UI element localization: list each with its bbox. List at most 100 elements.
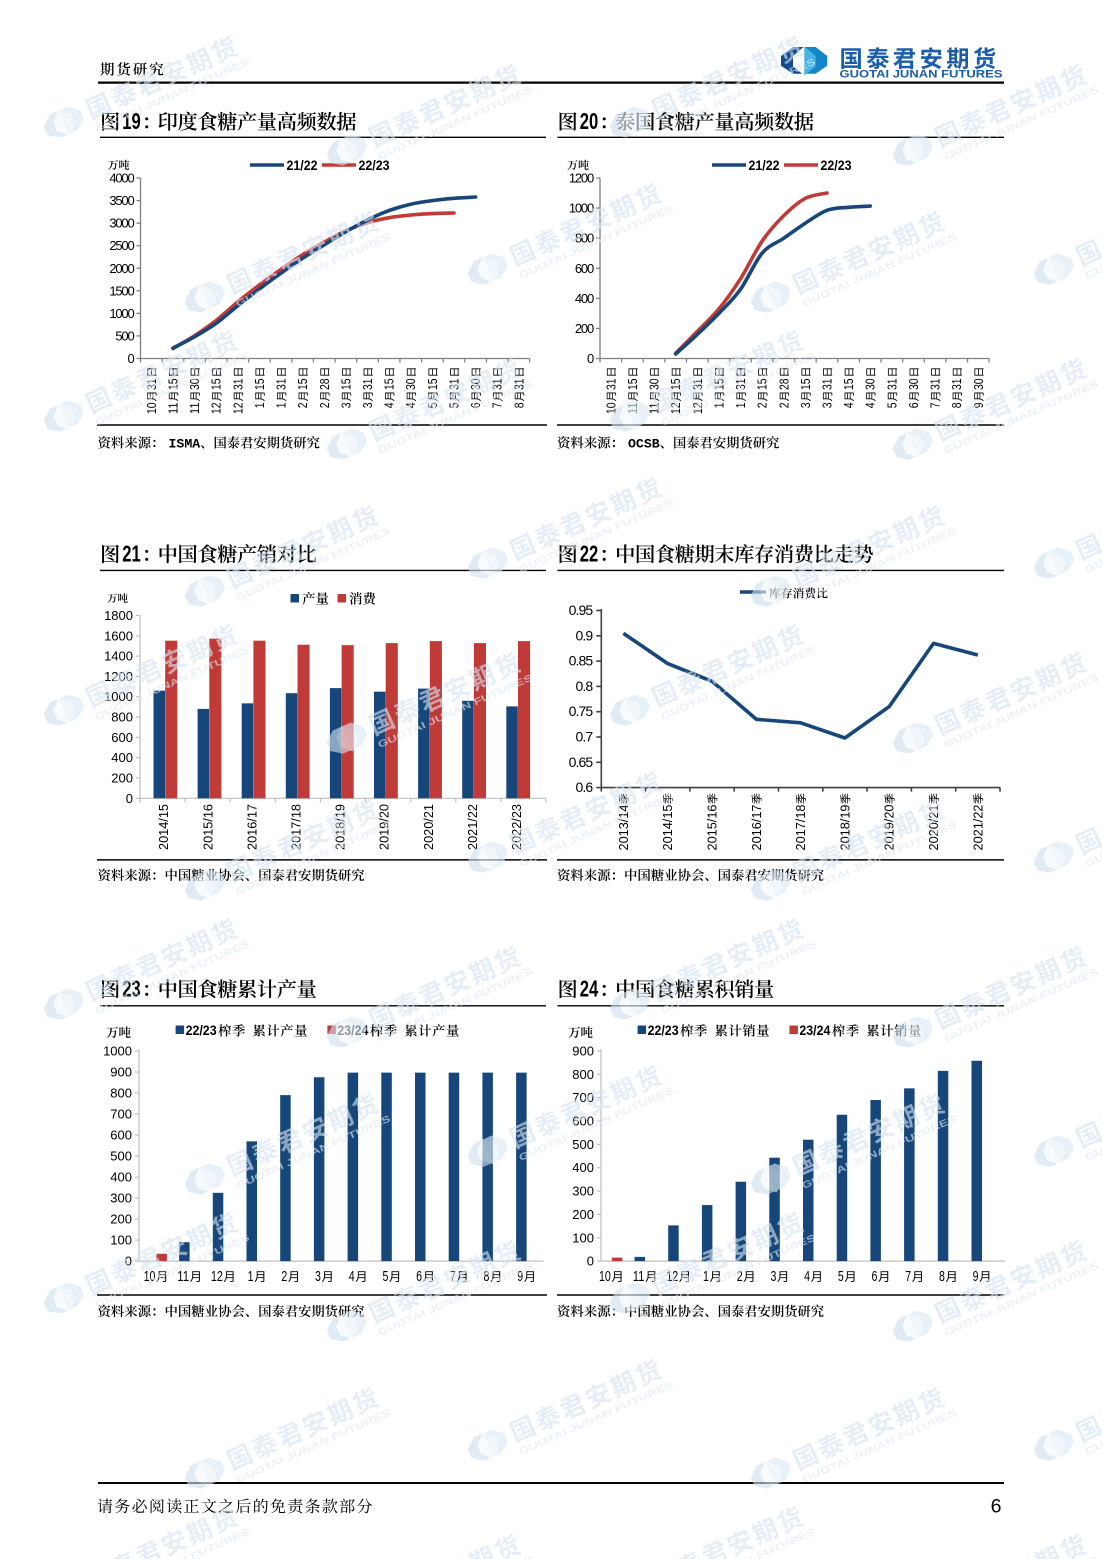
svg-text:2: 2 — [755, 402, 770, 408]
svg-text:4: 4 — [841, 402, 856, 408]
svg-text:1: 1 — [248, 1269, 254, 1285]
svg-text:10: 10 — [599, 1269, 611, 1285]
svg-text:600: 600 — [575, 261, 594, 276]
svg-text:700: 700 — [110, 1107, 132, 1122]
svg-text:4: 4 — [804, 1269, 810, 1285]
svg-text:0.9: 0.9 — [576, 627, 594, 643]
svg-text:31: 31 — [144, 378, 159, 390]
svg-text:300: 300 — [572, 1184, 594, 1199]
svg-text:30: 30 — [971, 378, 986, 390]
svg-text:8: 8 — [939, 1269, 945, 1285]
svg-text:31: 31 — [230, 378, 245, 390]
svg-text:800: 800 — [572, 1067, 594, 1082]
svg-text:3: 3 — [770, 1269, 776, 1285]
svg-text:0.85: 0.85 — [569, 653, 594, 669]
svg-text:1000: 1000 — [103, 1044, 132, 1059]
svg-text:400: 400 — [572, 1160, 594, 1175]
svg-text:5: 5 — [884, 402, 899, 408]
svg-text:8: 8 — [484, 1269, 490, 1285]
svg-text:0: 0 — [587, 1254, 594, 1269]
svg-text:12: 12 — [668, 402, 683, 414]
svg-text:12: 12 — [211, 1269, 223, 1285]
svg-text:10: 10 — [603, 402, 618, 414]
svg-text:22/23: 22/23 — [821, 157, 852, 173]
svg-text:11: 11 — [177, 1269, 189, 1285]
svg-text:0.7: 0.7 — [576, 729, 594, 745]
svg-text:15: 15 — [625, 378, 640, 390]
svg-text:2021/22: 2021/22 — [465, 804, 480, 850]
svg-text:11: 11 — [187, 402, 202, 414]
svg-text:6: 6 — [906, 402, 921, 408]
svg-text:8: 8 — [511, 402, 526, 408]
svg-text:2000: 2000 — [109, 261, 134, 276]
svg-text:3: 3 — [338, 402, 353, 408]
svg-text:31: 31 — [360, 378, 375, 390]
svg-text:6: 6 — [416, 1269, 422, 1285]
svg-text:31: 31 — [820, 378, 835, 390]
svg-text:1: 1 — [711, 402, 726, 408]
svg-text:OCSB: OCSB — [628, 437, 660, 452]
svg-text:15: 15 — [425, 378, 440, 390]
svg-text:2: 2 — [281, 1269, 287, 1285]
svg-text:2016/17: 2016/17 — [244, 804, 259, 850]
svg-text:2019/20: 2019/20 — [882, 805, 897, 851]
svg-text:1000: 1000 — [109, 306, 134, 321]
svg-text:2014/15: 2014/15 — [660, 805, 675, 851]
svg-text:6: 6 — [991, 1496, 1002, 1518]
svg-text:1400: 1400 — [104, 649, 133, 664]
svg-text:11: 11 — [633, 1269, 645, 1285]
svg-text:200: 200 — [575, 321, 594, 336]
svg-text:10: 10 — [144, 402, 159, 414]
svg-text:20: 20 — [580, 108, 599, 134]
svg-text:30: 30 — [468, 378, 483, 390]
svg-text:15: 15 — [338, 378, 353, 390]
svg-text:800: 800 — [110, 1086, 132, 1101]
svg-text:1: 1 — [274, 402, 289, 408]
svg-text:30: 30 — [906, 378, 921, 390]
svg-text:22/23: 22/23 — [648, 1023, 679, 1038]
svg-text:2: 2 — [295, 402, 310, 408]
svg-text:0: 0 — [587, 351, 594, 366]
svg-text:600: 600 — [110, 1128, 132, 1143]
svg-text:1600: 1600 — [104, 628, 133, 643]
svg-text:28: 28 — [317, 378, 332, 390]
svg-text:6: 6 — [872, 1269, 878, 1285]
svg-text:5: 5 — [838, 1269, 844, 1285]
svg-text:3: 3 — [315, 1269, 321, 1285]
svg-text:300: 300 — [110, 1191, 132, 1206]
svg-text:1200: 1200 — [569, 171, 594, 186]
svg-text:2: 2 — [317, 402, 332, 408]
svg-text:12: 12 — [230, 402, 245, 414]
svg-text:21/22: 21/22 — [287, 157, 318, 173]
svg-text:11: 11 — [165, 402, 180, 414]
svg-text:0.65: 0.65 — [569, 754, 594, 770]
svg-text:31: 31 — [949, 378, 964, 390]
svg-text:15: 15 — [841, 378, 856, 390]
svg-text:900: 900 — [110, 1065, 132, 1080]
svg-text:200: 200 — [572, 1207, 594, 1222]
svg-text:400: 400 — [111, 750, 133, 765]
svg-text:4: 4 — [863, 402, 878, 408]
svg-text:15: 15 — [252, 378, 267, 390]
svg-text:9: 9 — [517, 1269, 523, 1285]
svg-text:0.6: 0.6 — [576, 779, 594, 795]
svg-text:2014/15: 2014/15 — [156, 804, 171, 850]
svg-text:2015/16: 2015/16 — [200, 804, 215, 850]
svg-text:3: 3 — [798, 402, 813, 408]
svg-text:22/23: 22/23 — [186, 1023, 217, 1038]
svg-text:900: 900 — [572, 1044, 594, 1059]
svg-text:30: 30 — [403, 378, 418, 390]
svg-text:0: 0 — [126, 791, 133, 806]
svg-text:15: 15 — [798, 378, 813, 390]
svg-text:15: 15 — [295, 378, 310, 390]
svg-text:28: 28 — [776, 378, 791, 390]
svg-text:31: 31 — [274, 378, 289, 390]
svg-text:3000: 3000 — [109, 216, 134, 231]
svg-text:200: 200 — [111, 770, 133, 785]
svg-text:7: 7 — [905, 1269, 911, 1285]
svg-text:ISMA: ISMA — [169, 437, 201, 452]
svg-text:1500: 1500 — [109, 283, 134, 298]
svg-text:GUOTAI JUNAN FUTURES: GUOTAI JUNAN FUTURES — [840, 69, 1004, 81]
svg-text:3: 3 — [820, 402, 835, 408]
svg-text:31: 31 — [603, 378, 618, 390]
